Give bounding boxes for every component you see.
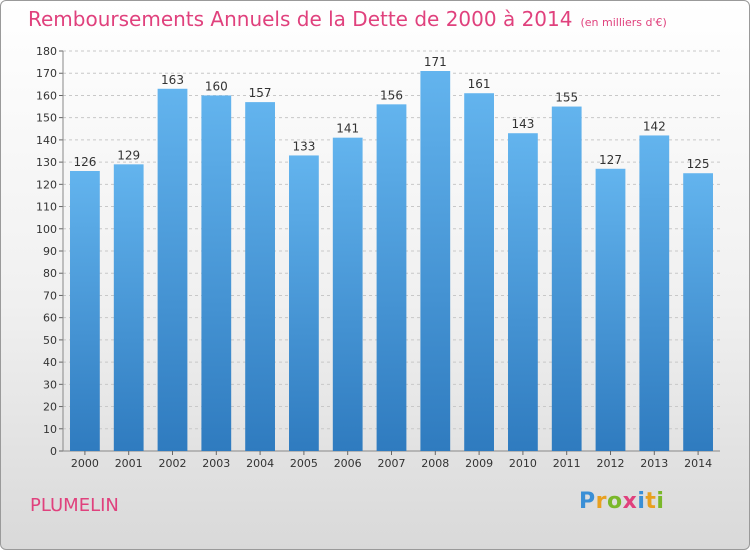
logo-letter: o	[606, 489, 623, 514]
bar-2002	[157, 88, 188, 452]
data-label: 129	[117, 148, 140, 162]
data-label: 163	[161, 73, 184, 87]
bar-2012	[595, 168, 626, 451]
bar-2001	[113, 164, 144, 452]
data-label: 161	[468, 77, 491, 91]
y-tick-label: 20	[43, 401, 57, 414]
bar-2014	[683, 173, 713, 451]
y-tick-label: 160	[36, 89, 57, 102]
data-label: 142	[643, 119, 666, 133]
y-tick-label: 140	[36, 134, 57, 147]
x-tick-label: 2008	[421, 457, 449, 470]
logo-letter: r	[595, 489, 607, 514]
data-label: 133	[292, 139, 315, 153]
bar-2005	[289, 155, 319, 451]
x-tick-label: 2011	[553, 457, 581, 470]
y-tick-label: 10	[43, 423, 57, 436]
x-tick-label: 2014	[684, 457, 712, 470]
y-tick-label: 0	[50, 445, 57, 458]
y-tick-label: 40	[43, 356, 57, 369]
x-tick-label: 2012	[597, 457, 625, 470]
logo-letter: i	[637, 489, 646, 514]
chart-title: Remboursements Annuels de la Dette de 20…	[28, 7, 667, 31]
commune-name: PLUMELIN	[30, 495, 119, 516]
bar-2000	[70, 171, 100, 451]
data-labels: 126 129 163 160 157 133 141 156 171 161 143 155 127 1…	[73, 55, 709, 171]
y-tick-label: 120	[36, 178, 57, 191]
y-tick-label: 100	[36, 223, 57, 236]
data-label: 143	[511, 117, 534, 131]
x-tick-label: 2007	[378, 457, 406, 470]
x-tick-label: 2009	[465, 457, 493, 470]
logo-letter: t	[645, 489, 657, 514]
y-tick-label: 170	[36, 67, 57, 80]
y-tick-label: 130	[36, 156, 57, 169]
bar-2008	[420, 71, 451, 451]
x-tick-label: 2000	[71, 457, 99, 470]
data-label: 171	[424, 55, 447, 69]
x-tick-label: 2013	[640, 457, 668, 470]
data-label: 155	[555, 91, 578, 105]
chart-title-text: Remboursements Annuels de la Dette de 20…	[28, 7, 573, 31]
bar-2013	[639, 135, 670, 451]
y-tick-label: 70	[43, 289, 57, 302]
bar-2007	[376, 104, 407, 451]
x-tick-label: 2001	[115, 457, 143, 470]
bar-2010	[508, 133, 538, 451]
y-tick-label: 80	[43, 267, 57, 280]
bar-2006	[332, 137, 363, 451]
bar-2004	[245, 102, 275, 451]
y-tick-label: 50	[43, 334, 57, 347]
y-tick-label: 60	[43, 312, 57, 325]
data-label: 127	[599, 153, 622, 167]
logo-letter: x	[622, 489, 638, 514]
bar-2003	[201, 95, 232, 451]
bars	[70, 71, 713, 452]
data-label: 156	[380, 88, 403, 102]
x-tick-label: 2002	[159, 457, 187, 470]
x-tick-label: 2004	[246, 457, 274, 470]
chart-unit: (en milliers d'€)	[580, 16, 667, 29]
data-label: 125	[687, 157, 710, 171]
data-label: 141	[336, 122, 359, 136]
data-label: 157	[249, 86, 272, 100]
y-tick-label: 90	[43, 245, 57, 258]
data-label: 126	[73, 155, 96, 169]
data-label: 160	[205, 79, 228, 93]
x-tick-label: 2006	[334, 457, 362, 470]
logo-letter: P	[579, 489, 596, 514]
x-tick-label: 2010	[509, 457, 537, 470]
y-tick-label: 150	[36, 112, 57, 125]
x-tick-label: 2005	[290, 457, 318, 470]
proxiti-logo[interactable]: Proxiti	[579, 489, 664, 514]
y-tick-label: 110	[36, 201, 57, 214]
logo-letter: i	[656, 489, 665, 514]
x-tick-label: 2003	[202, 457, 230, 470]
y-tick-label: 30	[43, 378, 57, 391]
bar-2009	[464, 93, 494, 451]
y-tick-label: 180	[36, 45, 57, 58]
bar-2011	[551, 106, 582, 452]
